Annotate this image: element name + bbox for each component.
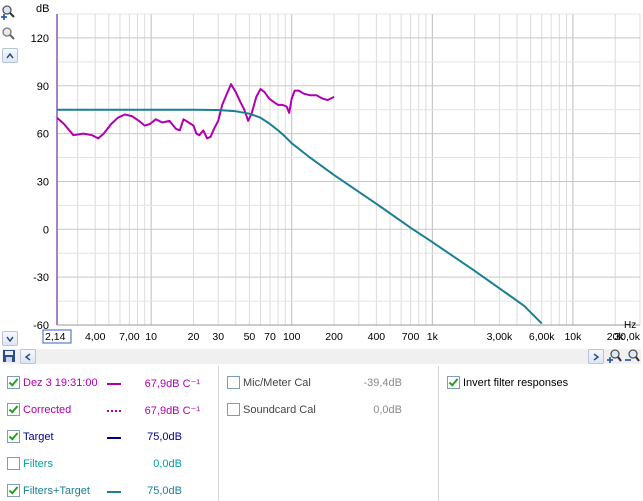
scroll-down-button[interactable] <box>2 331 18 346</box>
legend-label-corrected: Corrected <box>23 404 72 416</box>
invert-filter-label: Invert filter responses <box>463 377 569 389</box>
y-tick-label: 0 <box>43 224 49 236</box>
x-unit-label: Hz <box>624 320 636 331</box>
x-tick-label: 20 <box>188 331 200 343</box>
x-tick-label: 100 <box>283 331 301 343</box>
y-tick-label: 120 <box>31 33 49 45</box>
legend-value-measurement: 67,9dB C⁻¹ <box>144 378 200 390</box>
x-tick-label: 30,0k <box>614 331 640 343</box>
scroll-right-button[interactable] <box>588 349 604 364</box>
legend-value-corrected: 67,9dB C⁻¹ <box>144 405 200 417</box>
legend-label-mic-cal: Mic/Meter Cal <box>243 377 311 389</box>
checkbox-filters[interactable] <box>7 457 20 470</box>
checkbox-filters-target[interactable] <box>7 484 20 497</box>
legend-value-mic-cal: -39,4dB <box>363 377 402 389</box>
x-tick-label: 10k <box>564 331 582 343</box>
x-tick-label: 7,00 <box>119 331 140 343</box>
chevron-up-icon <box>6 52 14 58</box>
graph-area[interactable]: 120 90 60 30 0 -30 -60 dB Hz 2,14 4,00 7,00 10 20 30 50… <box>0 0 643 346</box>
x-tick-label: 30 <box>212 331 224 343</box>
legend-swatch-corrected <box>107 410 121 412</box>
legend-label-soundcard-cal: Soundcard Cal <box>243 404 316 416</box>
chevron-down-icon <box>6 336 14 342</box>
checkbox-target[interactable] <box>7 430 20 443</box>
legend-divider <box>438 366 439 501</box>
legend-value-filters: 0,0dB <box>153 458 182 470</box>
series-line <box>56 83 335 140</box>
horizontal-scrollbar[interactable] <box>2 349 641 364</box>
y-tick-label: -60 <box>33 320 49 332</box>
y-tick-label: -30 <box>33 272 49 284</box>
plot-background <box>57 14 640 325</box>
x-tick-label: 2,14 <box>45 331 66 343</box>
scroll-left-button[interactable] <box>20 349 36 364</box>
x-tick-label: 10 <box>145 331 157 343</box>
save-icon[interactable] <box>2 349 16 363</box>
zoom-out-horizontal-icon[interactable] <box>624 349 640 363</box>
chevron-left-icon <box>25 352 31 361</box>
legend-label-filters-target: Filters+Target <box>23 485 90 497</box>
chevron-right-icon <box>593 352 599 361</box>
y-tick-label: 30 <box>37 176 49 188</box>
legend-value-soundcard-cal: 0,0dB <box>373 404 402 416</box>
x-start-marker <box>42 329 72 344</box>
zoom-in-icon[interactable] <box>0 4 16 20</box>
x-tick-label: 50 <box>244 331 256 343</box>
y-tick-label: 90 <box>37 81 49 93</box>
legend-label-filters: Filters <box>23 458 53 470</box>
series-line <box>57 108 543 325</box>
legend-value-target: 75,0dB <box>147 431 182 443</box>
x-tick-label: 4,00 <box>85 331 106 343</box>
legend-swatch-target <box>107 437 121 439</box>
legend-label-target: Target <box>23 431 54 443</box>
legend-panel <box>0 366 643 501</box>
checkbox-invert-filter[interactable] <box>447 376 460 389</box>
legend-swatch-filters-target <box>107 491 121 493</box>
x-tick-label: 200 <box>325 331 343 343</box>
x-tick-label: 70 <box>264 331 276 343</box>
checkbox-measurement[interactable] <box>7 376 20 389</box>
legend-divider <box>218 366 219 501</box>
scroll-up-button[interactable] <box>2 48 18 63</box>
y-tick-label: 60 <box>37 129 49 141</box>
frequency-plot[interactable]: 120 90 60 30 0 -30 -60 dB Hz 2,14 4,00 7,00 10 20 30 50… <box>0 0 643 346</box>
zoom-in-horizontal-icon[interactable] <box>606 349 622 363</box>
checkbox-soundcard-cal[interactable] <box>227 403 240 416</box>
checkbox-mic-cal[interactable] <box>227 376 240 389</box>
y-unit-label: dB <box>36 3 49 15</box>
x-tick-label: 1k <box>427 331 439 343</box>
legend-value-filters-target: 75,0dB <box>147 485 182 497</box>
legend-label-measurement: Dez 3 19:31:00 <box>23 377 98 389</box>
x-tick-label: 3,00k <box>487 331 513 343</box>
zoom-out-icon[interactable] <box>0 26 16 42</box>
x-tick-label: 20k <box>607 331 625 343</box>
legend-swatch-measurement <box>107 383 121 385</box>
x-tick-label: 6,00k <box>529 331 555 343</box>
checkbox-corrected[interactable] <box>7 403 20 416</box>
x-tick-label: 400 <box>368 331 386 343</box>
x-tick-label: 700 <box>402 331 420 343</box>
